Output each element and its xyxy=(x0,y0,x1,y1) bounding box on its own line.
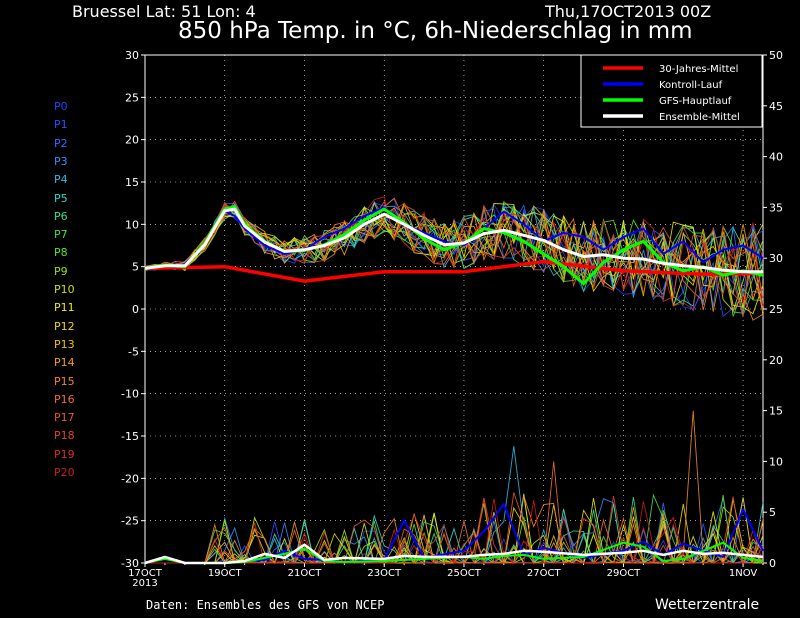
right-tick-label: 0 xyxy=(769,557,776,570)
member-label-p19: P19 xyxy=(54,447,75,461)
member-label-p18: P18 xyxy=(54,429,75,443)
member-label-p5: P5 xyxy=(54,191,68,205)
member-label-p4: P4 xyxy=(54,173,68,187)
left-tick-label: 5 xyxy=(132,261,139,274)
data-series xyxy=(144,205,764,565)
member-label-p13: P13 xyxy=(54,337,75,351)
left-tick-label: 15 xyxy=(125,176,139,189)
temp-line-ensemble-mean xyxy=(144,207,763,274)
right-tick-label: 30 xyxy=(769,252,783,265)
chart-legend: 30-Jahres-Mittel Kontroll-Lauf GFS-Hauptla… xyxy=(580,54,763,128)
member-temp-line xyxy=(144,196,764,310)
left-tick-label: 0 xyxy=(132,303,139,316)
right-tick-label: 25 xyxy=(769,303,783,316)
chart-title: 850 hPa Temp. in °C, 6h-Niederschlag in … xyxy=(178,18,693,44)
legend-label: Ensemble-Mittel xyxy=(659,112,740,123)
x-tick-label: 1NOV xyxy=(729,568,758,579)
member-label-p14: P14 xyxy=(54,356,75,370)
x-tick-label: 23OCT xyxy=(367,568,402,579)
member-label-p12: P12 xyxy=(54,319,75,333)
temp-line-control xyxy=(144,206,764,270)
right-tick-label: 5 xyxy=(769,506,776,519)
brand-label: Wetterzentrale xyxy=(655,597,760,613)
left-tick-label: -15 xyxy=(121,430,139,443)
member-label-p3: P3 xyxy=(54,154,68,168)
x-tick-label: 17OCT xyxy=(128,568,163,579)
right-tick-label: 40 xyxy=(769,151,783,164)
member-temp-line xyxy=(144,205,764,312)
left-tick-label: 10 xyxy=(125,218,139,231)
member-label-p9: P9 xyxy=(54,264,68,278)
run-timestamp: Thu,17OCT2013 00Z xyxy=(545,2,712,21)
member-label-p7: P7 xyxy=(54,228,68,242)
right-tick-label: 15 xyxy=(769,405,783,418)
member-label-p17: P17 xyxy=(54,411,75,425)
member-label-p15: P15 xyxy=(54,374,75,388)
member-label-p20: P20 xyxy=(54,466,75,479)
left-tick-label: 30 xyxy=(125,49,139,62)
left-tick-label: -30 xyxy=(121,557,139,570)
member-temp-line xyxy=(144,202,764,301)
member-label-p6: P6 xyxy=(54,209,68,223)
left-tick-label: -20 xyxy=(121,472,139,485)
member-label-p10: P10 xyxy=(54,283,75,296)
right-tick-label: 45 xyxy=(769,100,783,113)
member-precip-line xyxy=(145,498,764,565)
left-tick-label: -25 xyxy=(121,515,139,528)
station-label: Bruessel Lat: 51 Lon: 4 xyxy=(72,2,256,21)
left-tick-label: 25 xyxy=(125,91,139,104)
legend-label: Kontroll-Lauf xyxy=(659,80,723,91)
grid-lines xyxy=(145,55,763,563)
right-tick-label: 10 xyxy=(769,455,783,468)
member-label-p2: P2 xyxy=(54,136,68,150)
left-tick-label: -5 xyxy=(128,345,139,358)
legend-label: GFS-Hauptlauf xyxy=(659,96,732,107)
x-tick-label: 19OCT xyxy=(208,568,243,579)
precip-line-ensemble-mean xyxy=(144,543,764,565)
member-label-p16: P16 xyxy=(54,392,75,406)
x-tick-sublabel: 2013 xyxy=(132,578,157,589)
left-tick-label: -10 xyxy=(121,388,139,401)
member-label-p11: P11 xyxy=(54,301,75,315)
left-tick-label: 20 xyxy=(125,134,139,147)
ensemble-members xyxy=(144,196,764,565)
x-tick-label: 21OCT xyxy=(288,568,323,579)
temp-line-climatology xyxy=(144,259,764,283)
x-tick-label: 29OCT xyxy=(607,568,642,579)
x-tick-label: 27OCT xyxy=(527,568,562,579)
x-tick-label: 25OCT xyxy=(447,568,482,579)
right-tick-label: 50 xyxy=(769,49,783,62)
member-label-p8: P8 xyxy=(54,246,68,260)
legend-label: 30-Jahres-Mittel xyxy=(659,64,738,75)
right-tick-label: 35 xyxy=(769,201,783,214)
data-source: Daten: Ensembles des GFS von NCEP xyxy=(146,598,385,612)
right-tick-label: 20 xyxy=(769,354,783,367)
member-label-p0: P0 xyxy=(54,100,68,113)
member-label-p1: P1 xyxy=(54,118,68,132)
